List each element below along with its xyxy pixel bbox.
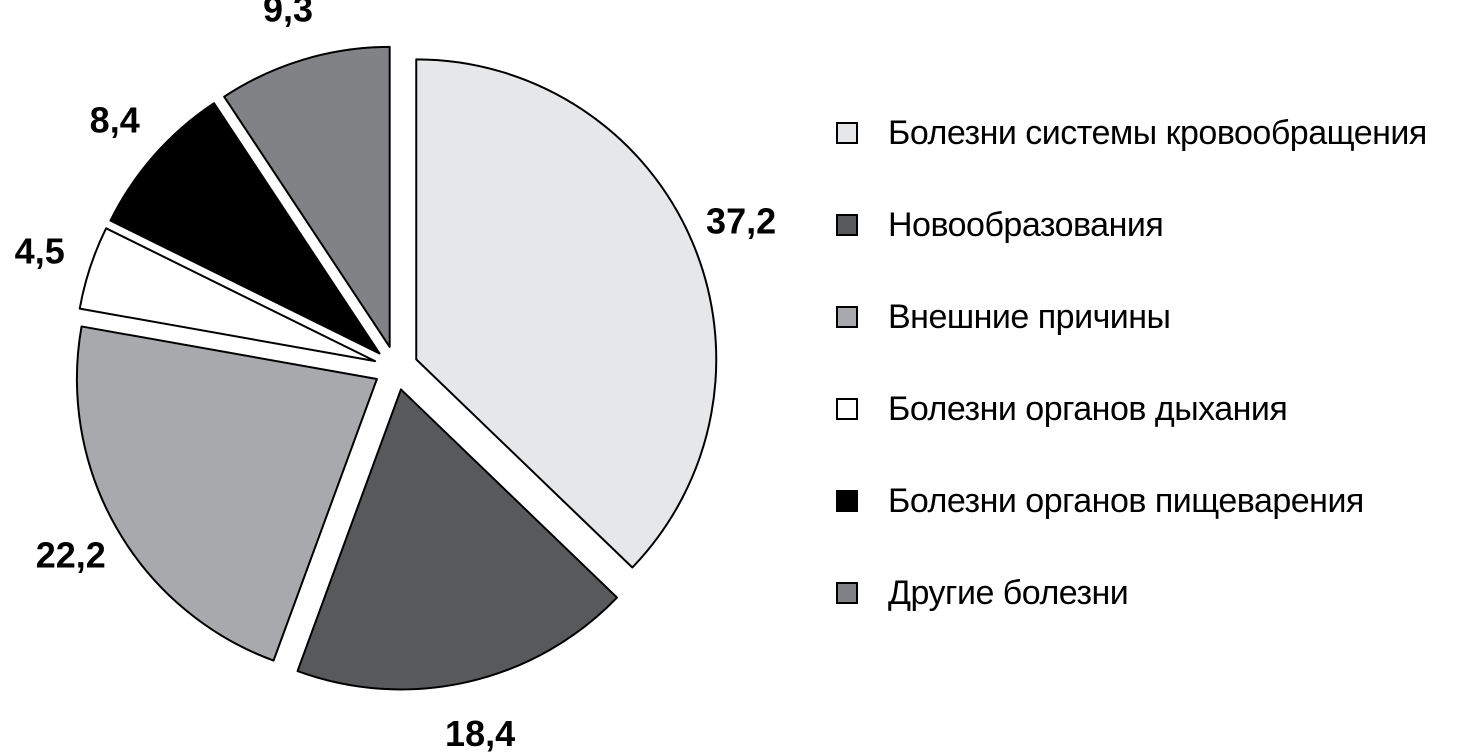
slice-value-label: 22,2 xyxy=(36,534,106,575)
legend-swatch xyxy=(836,582,858,604)
legend: Болезни системы кровообращения Новообразо… xyxy=(836,110,1456,662)
legend-label: Болезни органов дыхания xyxy=(888,389,1288,428)
legend-item: Другие болезни xyxy=(836,570,1456,616)
legend-label: Болезни системы кровообращения xyxy=(888,113,1427,152)
legend-swatch xyxy=(836,214,858,236)
legend-swatch xyxy=(836,398,858,420)
slice-value-label: 18,4 xyxy=(445,713,515,753)
slice-value-label: 8,4 xyxy=(90,100,140,141)
legend-label: Болезни органов пищеварения xyxy=(888,481,1364,520)
legend-item: Болезни органов дыхания xyxy=(836,386,1456,432)
pie-slice xyxy=(415,58,718,569)
legend-label: Внешние причины xyxy=(888,297,1171,336)
legend-swatch xyxy=(836,122,858,144)
pie-slice xyxy=(223,45,391,348)
pie-chart: 37,2 18,4 22,2 4,5 8,4 9,3 xyxy=(15,0,776,753)
legend-label: Новообразования xyxy=(888,205,1164,244)
pie-slice xyxy=(78,227,377,363)
slice-value-label: 4,5 xyxy=(15,231,65,272)
legend-label: Другие болезни xyxy=(888,573,1129,612)
legend-item: Болезни органов пищеварения xyxy=(836,478,1456,524)
legend-swatch xyxy=(836,490,858,512)
pie-slice xyxy=(109,102,381,355)
legend-item: Новообразования xyxy=(836,202,1456,248)
legend-item: Внешние причины xyxy=(836,294,1456,340)
legend-swatch xyxy=(836,306,858,328)
slice-value-label: 9,3 xyxy=(263,0,313,29)
slice-value-label: 37,2 xyxy=(706,201,776,242)
pie-slice xyxy=(296,388,619,691)
legend-item: Болезни системы кровообращения xyxy=(836,110,1456,156)
pie-slice xyxy=(75,325,378,662)
